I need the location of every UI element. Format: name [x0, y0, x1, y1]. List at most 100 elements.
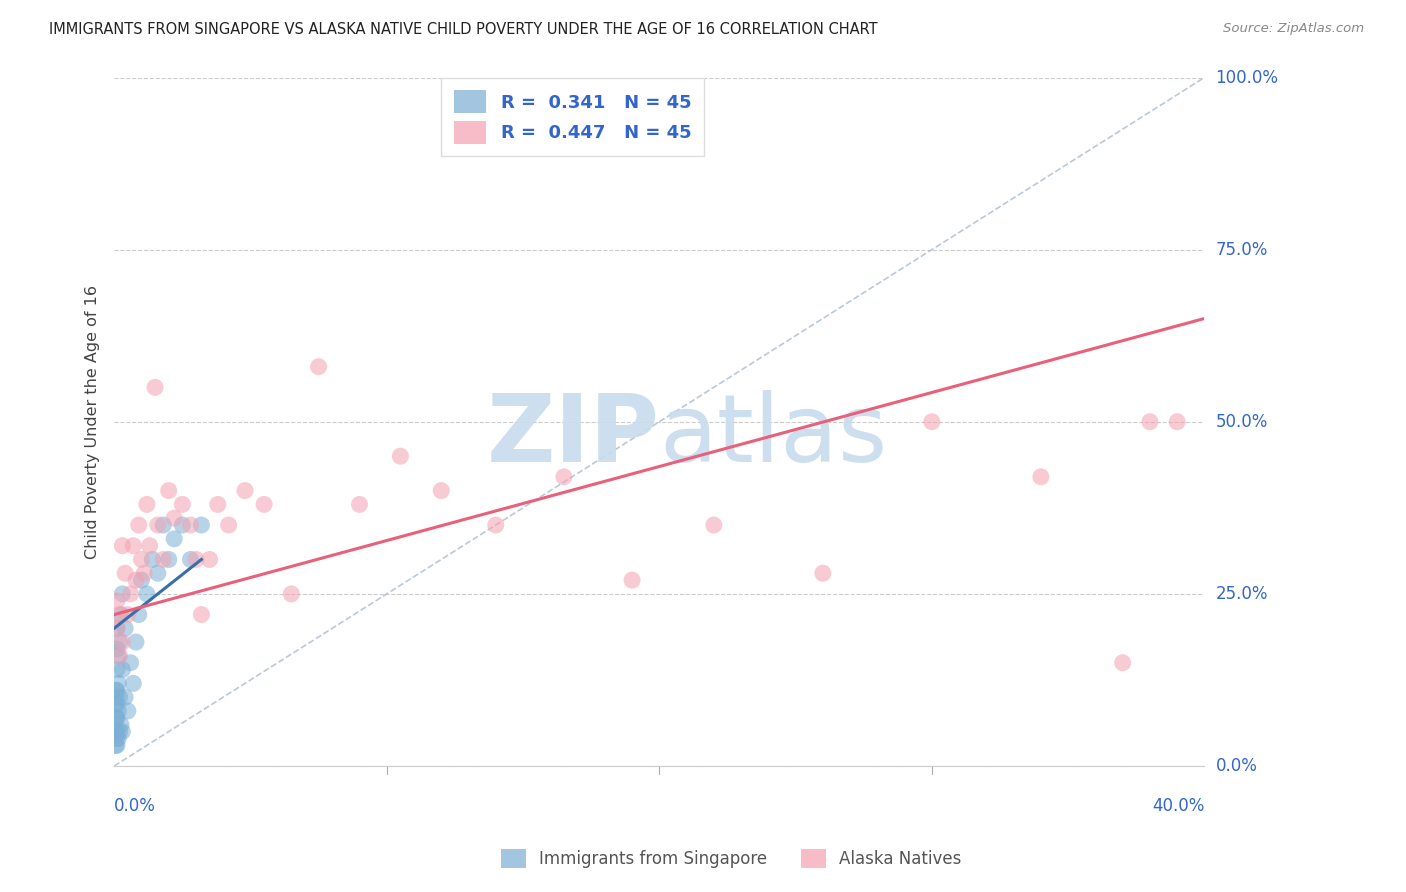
- Point: [122, 676, 145, 690]
- Point: [131, 573, 153, 587]
- Point: [190, 518, 212, 533]
- Point: [107, 704, 129, 718]
- Point: [108, 635, 131, 649]
- Point: [108, 648, 131, 663]
- Point: [1111, 656, 1133, 670]
- Point: [141, 552, 163, 566]
- Point: [163, 532, 186, 546]
- Text: 75.0%: 75.0%: [1216, 241, 1268, 259]
- Point: [104, 739, 127, 753]
- Point: [104, 683, 127, 698]
- Point: [184, 552, 207, 566]
- Point: [105, 731, 128, 746]
- Point: [280, 587, 302, 601]
- Point: [105, 724, 128, 739]
- Point: [1139, 415, 1161, 429]
- Legend: R =  0.341   N = 45, R =  0.447   N = 45: R = 0.341 N = 45, R = 0.447 N = 45: [441, 78, 704, 156]
- Point: [105, 621, 128, 635]
- Point: [110, 607, 132, 622]
- Point: [105, 711, 128, 725]
- Point: [114, 690, 136, 705]
- Point: [152, 518, 174, 533]
- Point: [110, 717, 132, 731]
- Point: [104, 711, 127, 725]
- Legend: Immigrants from Singapore, Alaska Natives: Immigrants from Singapore, Alaska Native…: [494, 843, 969, 875]
- Point: [105, 711, 128, 725]
- Point: [107, 676, 129, 690]
- Point: [811, 566, 834, 581]
- Point: [105, 594, 128, 608]
- Point: [253, 497, 276, 511]
- Point: [125, 635, 148, 649]
- Point: [172, 518, 194, 533]
- Point: [134, 566, 156, 581]
- Point: [207, 497, 229, 511]
- Point: [308, 359, 330, 374]
- Point: [107, 648, 129, 663]
- Point: [233, 483, 256, 498]
- Point: [138, 539, 160, 553]
- Point: [553, 470, 575, 484]
- Point: [135, 587, 157, 601]
- Point: [120, 587, 142, 601]
- Point: [179, 518, 201, 533]
- Point: [172, 497, 194, 511]
- Point: [131, 552, 153, 566]
- Point: [114, 621, 136, 635]
- Point: [485, 518, 508, 533]
- Point: [107, 731, 129, 746]
- Point: [108, 690, 131, 705]
- Point: [152, 552, 174, 566]
- Text: 25.0%: 25.0%: [1216, 585, 1268, 603]
- Text: 0.0%: 0.0%: [1216, 757, 1257, 775]
- Text: 40.0%: 40.0%: [1152, 797, 1205, 814]
- Point: [105, 663, 128, 677]
- Text: 0.0%: 0.0%: [114, 797, 156, 814]
- Text: atlas: atlas: [659, 390, 887, 482]
- Point: [105, 642, 128, 657]
- Point: [143, 380, 166, 394]
- Point: [128, 607, 150, 622]
- Point: [179, 552, 201, 566]
- Text: ZIP: ZIP: [486, 390, 659, 482]
- Point: [1029, 470, 1052, 484]
- Y-axis label: Child Poverty Under the Age of 16: Child Poverty Under the Age of 16: [86, 285, 100, 558]
- Point: [198, 552, 221, 566]
- Point: [108, 724, 131, 739]
- Point: [105, 739, 128, 753]
- Point: [111, 539, 134, 553]
- Point: [111, 724, 134, 739]
- Point: [111, 663, 134, 677]
- Point: [430, 483, 453, 498]
- Point: [105, 621, 128, 635]
- Point: [146, 518, 169, 533]
- Point: [621, 573, 644, 587]
- Point: [104, 724, 127, 739]
- Point: [105, 683, 128, 698]
- Point: [125, 573, 148, 587]
- Point: [128, 518, 150, 533]
- Point: [122, 539, 145, 553]
- Point: [117, 704, 139, 718]
- Point: [105, 697, 128, 711]
- Point: [120, 656, 142, 670]
- Point: [349, 497, 371, 511]
- Point: [218, 518, 240, 533]
- Text: 100.0%: 100.0%: [1216, 69, 1278, 87]
- Point: [389, 449, 412, 463]
- Point: [163, 511, 186, 525]
- Point: [105, 690, 128, 705]
- Point: [703, 518, 725, 533]
- Text: 50.0%: 50.0%: [1216, 413, 1268, 431]
- Point: [114, 566, 136, 581]
- Point: [117, 607, 139, 622]
- Point: [190, 607, 212, 622]
- Point: [146, 566, 169, 581]
- Point: [104, 697, 127, 711]
- Point: [157, 483, 180, 498]
- Point: [135, 497, 157, 511]
- Point: [108, 607, 131, 622]
- Text: Source: ZipAtlas.com: Source: ZipAtlas.com: [1223, 22, 1364, 36]
- Point: [111, 635, 134, 649]
- Point: [111, 587, 134, 601]
